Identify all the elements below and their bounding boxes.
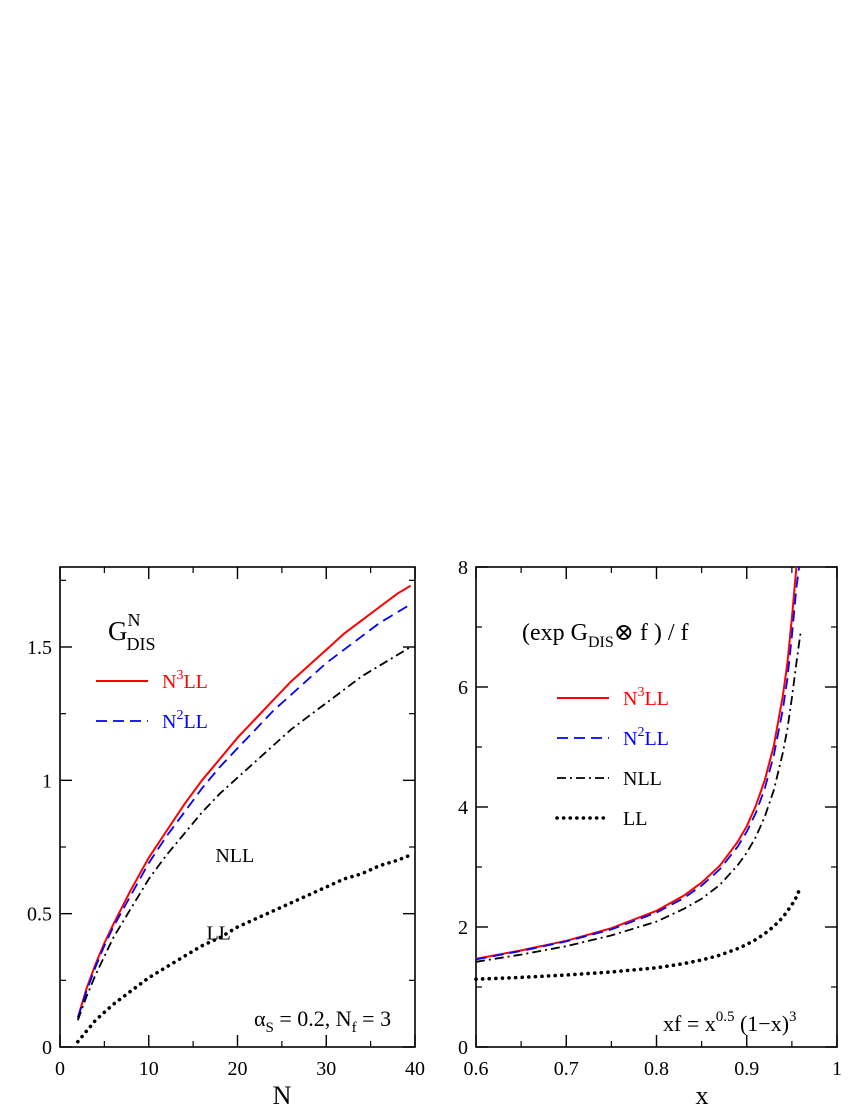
right-xtick-label: 0.7 xyxy=(554,1058,579,1080)
left-xtick-label: 30 xyxy=(316,1058,336,1080)
right-ytick-label: 8 xyxy=(458,557,468,579)
right-series-n2ll xyxy=(475,566,800,961)
right-series-n3ll xyxy=(475,566,798,960)
left-title-superscript: N xyxy=(128,610,141,630)
right-chart-panel: 0.6 0.7 0.8 0.9 1 0 2 4 6 8 N3LL N2LL NLL LL (exp GD… xyxy=(458,557,842,1110)
left-legend: N3LL N2LL NLL LL xyxy=(96,668,254,944)
left-x-axis-label: N xyxy=(273,1081,292,1110)
left-xtick-label: 20 xyxy=(228,1058,248,1080)
right-xtick-label: 0.6 xyxy=(464,1058,489,1080)
right-xtick-label: 1 xyxy=(832,1058,842,1080)
left-xtick-label: 10 xyxy=(139,1058,159,1080)
left-series-n2ll xyxy=(76,603,412,1018)
right-ytick-label: 2 xyxy=(458,917,468,939)
right-series-group xyxy=(474,566,803,982)
left-xtick-label: 40 xyxy=(405,1058,425,1080)
right-title-subscript: DIS xyxy=(588,634,614,651)
right-xtick-label: 0.9 xyxy=(734,1058,759,1080)
right-legend-label: LL xyxy=(623,808,647,830)
right-ytick-label: 6 xyxy=(458,677,468,699)
right-param-label: xf = x0.5 (1−x)3 xyxy=(663,1009,797,1036)
left-title-subscript: DIS xyxy=(127,634,156,654)
left-legend-label: N2LL xyxy=(162,708,208,733)
left-legend-label: N3LL xyxy=(162,668,208,693)
left-series-group xyxy=(76,584,413,1044)
left-xtick-label: 0 xyxy=(55,1058,65,1080)
left-ytick-label: 0.5 xyxy=(27,904,52,926)
left-series-ll xyxy=(76,853,413,1044)
right-title: (exp GDIS⊗ f ) / f xyxy=(522,620,689,651)
left-param-label: αS = 0.2, Nf = 3 xyxy=(254,1006,391,1036)
right-series-ll xyxy=(474,884,803,982)
left-title: GN DIS xyxy=(108,610,156,654)
left-ticks: 0 10 20 30 40 0 0.5 1 1.5 xyxy=(27,567,425,1080)
right-ytick-label: 0 xyxy=(458,1037,468,1059)
left-series-n3ll xyxy=(76,584,412,1018)
right-x-axis-label: x xyxy=(696,1081,709,1110)
left-series-nll xyxy=(76,646,412,1021)
right-xtick-label: 0.8 xyxy=(644,1058,669,1080)
right-series-nll xyxy=(475,629,802,963)
left-ytick-label: 0 xyxy=(42,1037,52,1059)
right-ytick-label: 4 xyxy=(458,797,468,819)
right-ticks: 0.6 0.7 0.8 0.9 1 0 2 4 6 8 xyxy=(458,557,842,1080)
right-legend-label: N2LL xyxy=(623,725,669,750)
left-ytick-label: 1 xyxy=(42,770,52,792)
left-ytick-label: 1.5 xyxy=(27,637,52,659)
right-legend-label: NLL xyxy=(623,768,662,790)
right-legend: N3LL N2LL NLL LL xyxy=(555,685,669,830)
left-curve-annotation: LL xyxy=(206,922,230,944)
right-title-operator: ⊗ xyxy=(614,620,634,646)
left-curve-annotation: NLL xyxy=(215,845,254,867)
right-legend-label: N3LL xyxy=(623,685,669,710)
